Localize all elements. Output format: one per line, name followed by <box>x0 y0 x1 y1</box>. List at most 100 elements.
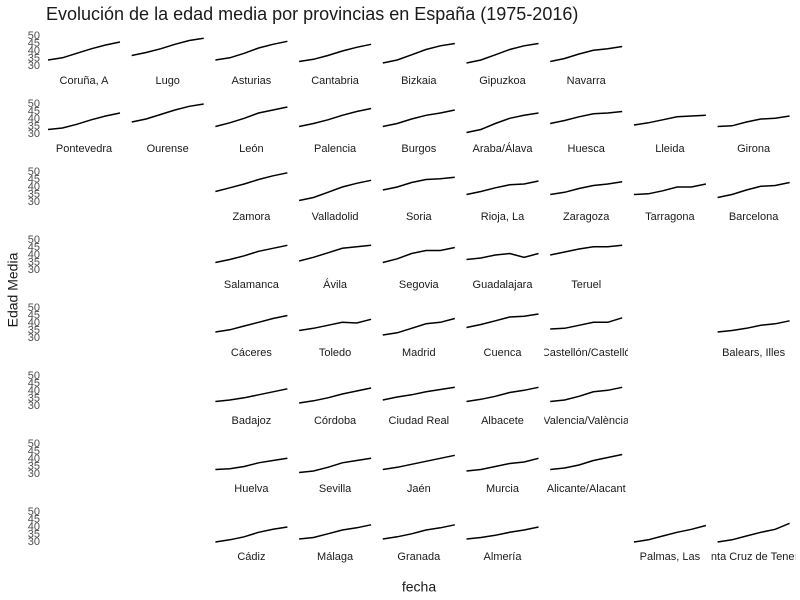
series-line <box>47 41 121 61</box>
series-line <box>382 42 455 64</box>
panel-label: Valladolid <box>312 211 359 223</box>
y-tick-label: 40 <box>28 249 40 261</box>
series-line <box>633 183 707 196</box>
y-tick-label: 40 <box>28 45 40 57</box>
panel-label: Coruña, A <box>60 75 110 87</box>
panel-label: Murcia <box>486 483 520 495</box>
series-line <box>215 106 288 128</box>
series-line <box>717 181 790 199</box>
series-line <box>298 318 372 332</box>
panel-label: Santa Cruz de Tenerife <box>697 551 800 563</box>
series-line <box>550 181 623 196</box>
panel-label: Pontevedra <box>56 143 113 155</box>
panel-label: Zaragoza <box>563 211 610 223</box>
panel-label: Córdoba <box>314 415 357 427</box>
panel-label: Araba/Álava <box>473 142 534 155</box>
panel-label: Cantabria <box>311 75 360 87</box>
panel-label: Segovia <box>399 279 440 291</box>
series-line <box>550 317 623 330</box>
y-tick-label: 35 <box>28 324 40 336</box>
series-line <box>717 320 790 333</box>
series-line <box>215 526 288 543</box>
panel-label: Asturias <box>232 75 272 87</box>
panel-label: Salamanca <box>224 279 280 291</box>
y-tick-label: 50 <box>28 370 40 382</box>
panel-label: Valencia/València <box>543 415 630 427</box>
y-tick-label: 30 <box>28 468 40 480</box>
panel-label: Castellón/Castelló <box>542 347 631 359</box>
series-line <box>382 109 455 128</box>
series-line <box>299 457 372 474</box>
panel-label: Tarragona <box>645 211 695 223</box>
series-line <box>717 522 790 543</box>
y-tick-label: 40 <box>28 385 40 397</box>
series-line <box>215 244 288 264</box>
panel-label: Cuenca <box>484 347 523 359</box>
panel-label: Gipuzkoa <box>479 75 526 87</box>
y-tick-label: 50 <box>28 98 40 110</box>
y-tick-label: 45 <box>28 513 40 525</box>
series-line <box>633 114 706 126</box>
y-tick-label: 30 <box>28 400 40 412</box>
panel-label: Ciudad Real <box>389 415 450 427</box>
series-line <box>382 317 455 336</box>
y-tick-label: 35 <box>28 460 40 472</box>
series-line <box>47 112 121 131</box>
panel-label: Guadalajara <box>473 279 534 291</box>
y-tick-label: 30 <box>28 196 40 208</box>
y-tick-label: 40 <box>28 181 40 193</box>
y-tick-label: 50 <box>28 234 40 246</box>
y-tick-label: 40 <box>28 453 40 465</box>
series-line <box>466 386 539 403</box>
series-line <box>466 180 539 196</box>
y-tick-label: 45 <box>28 377 40 389</box>
series-line <box>131 37 204 57</box>
series-line <box>550 453 623 471</box>
panel-label: Cáceres <box>231 347 272 359</box>
series-line <box>298 387 372 404</box>
y-tick-label: 30 <box>28 536 40 548</box>
y-tick-label: 40 <box>28 521 40 533</box>
series-line <box>215 314 288 333</box>
series-line <box>215 40 288 61</box>
series-line <box>550 386 623 403</box>
series-line <box>298 107 372 128</box>
series-line <box>382 524 455 540</box>
panel-label: Sevilla <box>319 483 352 495</box>
panel-label: Rioja, La <box>481 211 525 223</box>
y-tick-label: 40 <box>28 317 40 329</box>
y-tick-label: 35 <box>28 188 40 200</box>
series-line <box>382 176 455 191</box>
series-line <box>466 42 539 64</box>
panel-label: Lugo <box>155 75 179 87</box>
y-tick-label: 45 <box>28 445 40 457</box>
y-tick-label: 50 <box>28 166 40 178</box>
panel-label: Huesca <box>568 143 606 155</box>
panel-label: Zamora <box>232 211 271 223</box>
panel-label: Lleida <box>655 143 685 155</box>
panel-label: Huelva <box>234 483 269 495</box>
series-line <box>550 45 623 63</box>
y-tick-label: 45 <box>28 37 40 49</box>
series-line <box>382 386 455 401</box>
y-tick-label: 45 <box>28 241 40 253</box>
panel-label: Burgos <box>401 143 436 155</box>
series-line <box>466 526 539 540</box>
y-tick-label: 40 <box>28 113 40 125</box>
series-line <box>215 457 288 471</box>
x-axis-label: fecha <box>402 579 436 595</box>
panel-label: Madrid <box>402 347 436 359</box>
y-axis-label: Edad Media <box>5 252 21 327</box>
y-tick-label: 50 <box>28 30 40 42</box>
panel-label: Soria <box>406 211 433 223</box>
panel-label: Barcelona <box>729 211 779 223</box>
series-line <box>633 524 707 543</box>
y-tick-label: 30 <box>28 60 40 72</box>
panel-label: Cádiz <box>237 551 265 563</box>
series-line <box>215 172 288 193</box>
series-line <box>550 244 623 256</box>
y-tick-label: 35 <box>28 120 40 132</box>
series-line <box>299 524 372 540</box>
panel-label: Jaén <box>407 483 431 495</box>
